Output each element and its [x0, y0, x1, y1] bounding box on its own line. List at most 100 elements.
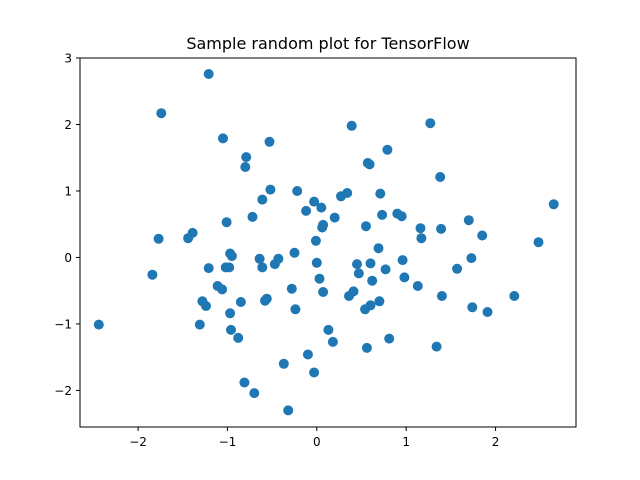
- data-point: [435, 172, 446, 182]
- data-point: [225, 308, 236, 319]
- data-point: [147, 269, 158, 280]
- y-tick-label: 2: [64, 118, 72, 132]
- data-point: [399, 272, 410, 283]
- data-point: [452, 263, 463, 274]
- y-tick-label: −1: [54, 317, 72, 331]
- x-tick-label: 1: [402, 435, 410, 449]
- data-point: [425, 118, 436, 129]
- y-tick-label: −2: [54, 384, 72, 398]
- data-point: [261, 293, 272, 304]
- data-point: [466, 253, 477, 264]
- data-point: [382, 144, 393, 155]
- data-point: [153, 233, 164, 244]
- data-point: [436, 223, 447, 234]
- x-tick-label: 0: [313, 435, 321, 449]
- data-point: [289, 247, 300, 258]
- data-point: [416, 233, 427, 244]
- y-tick-label: 3: [64, 52, 72, 66]
- data-point: [431, 341, 442, 352]
- data-point: [365, 300, 376, 311]
- data-point: [533, 237, 544, 248]
- data-point: [226, 251, 237, 262]
- data-point: [397, 255, 408, 266]
- chart-title: Sample random plot for TensorFlow: [186, 34, 469, 53]
- data-point: [323, 324, 334, 335]
- data-point: [396, 211, 407, 222]
- data-point: [247, 211, 258, 222]
- data-point: [203, 263, 214, 274]
- plot-area-frame: [79, 57, 577, 428]
- data-point: [194, 319, 205, 330]
- data-point: [283, 405, 294, 416]
- data-point: [273, 253, 284, 264]
- data-point: [218, 133, 228, 144]
- data-point: [239, 377, 250, 388]
- data-point: [257, 194, 268, 205]
- data-point: [292, 186, 303, 196]
- x-tick-label: −1: [219, 435, 237, 449]
- data-point: [318, 287, 329, 297]
- data-point: [226, 324, 236, 335]
- data-point: [286, 283, 297, 294]
- data-point: [264, 136, 275, 147]
- data-point: [278, 358, 289, 369]
- data-point: [463, 215, 474, 226]
- data-point: [380, 264, 391, 275]
- data-point: [310, 235, 321, 246]
- data-point: [217, 284, 228, 295]
- data-point: [415, 223, 426, 234]
- data-point: [342, 188, 353, 198]
- data-point: [221, 217, 232, 228]
- data-point: [482, 307, 493, 317]
- y-tick-label: 1: [64, 184, 72, 198]
- data-point: [203, 69, 214, 79]
- y-tick-label: 0: [64, 251, 72, 265]
- data-point: [318, 219, 329, 230]
- data-point: [477, 230, 488, 241]
- data-point: [377, 209, 388, 220]
- data-point: [301, 205, 312, 216]
- data-point: [240, 162, 251, 172]
- data-point: [302, 349, 313, 360]
- data-point: [384, 333, 395, 344]
- data-point: [265, 184, 276, 195]
- data-point: [367, 275, 378, 286]
- x-axis-ticks: −2 −1 0 1 2: [129, 427, 499, 449]
- data-point: [327, 336, 338, 347]
- data-point: [436, 291, 447, 301]
- data-point: [249, 388, 260, 399]
- x-tick-label: −2: [129, 435, 147, 449]
- data-point: [352, 259, 362, 270]
- data-point: [201, 301, 211, 311]
- x-tick-label: 2: [492, 435, 500, 449]
- data-point: [311, 257, 322, 268]
- data-point: [346, 120, 357, 131]
- data-point: [290, 304, 301, 315]
- data-point: [509, 291, 520, 301]
- data-point: [254, 253, 265, 264]
- data-point: [235, 297, 246, 307]
- data-point: [316, 202, 327, 213]
- data-point: [361, 221, 371, 232]
- data-point: [314, 273, 325, 284]
- data-point: [348, 286, 359, 297]
- data-point: [224, 262, 235, 273]
- data-point: [233, 332, 244, 343]
- data-point: [365, 258, 376, 269]
- data-point: [412, 281, 423, 291]
- data-point: [241, 152, 252, 163]
- data-point: [374, 296, 385, 307]
- data-point: [375, 188, 386, 199]
- data-point: [364, 159, 375, 170]
- data-point: [309, 196, 320, 207]
- data-point: [329, 212, 340, 223]
- data-point: [93, 319, 104, 330]
- data-point: [187, 227, 198, 238]
- data-point: [353, 268, 364, 279]
- data-point: [361, 342, 372, 353]
- data-point: [156, 108, 167, 119]
- data-point: [309, 367, 320, 378]
- data-point: [467, 302, 478, 313]
- data-point: [548, 199, 559, 210]
